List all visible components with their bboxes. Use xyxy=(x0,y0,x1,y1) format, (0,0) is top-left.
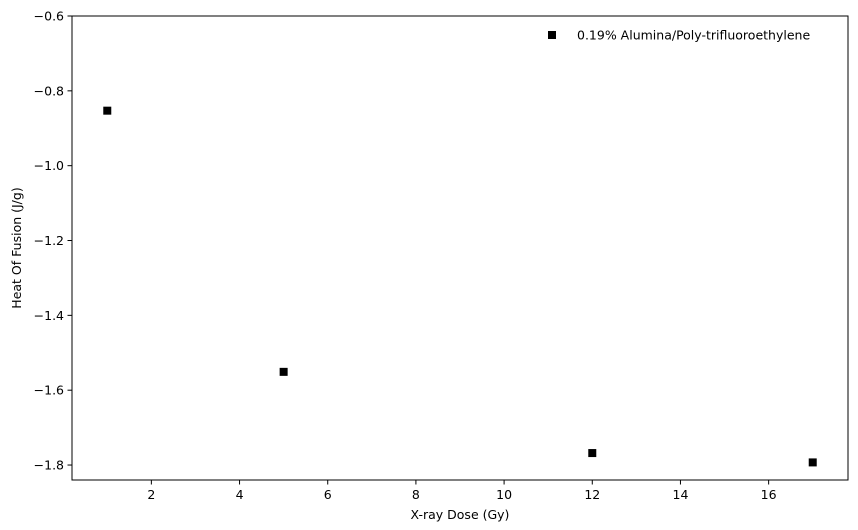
x-axis-ticks: 2 4 6 8 10 12 14 16 xyxy=(147,480,777,502)
plot-area: 2 4 6 8 10 12 14 16 −1.8 −1.6 −1.4 −1.2 −1.0 −0.8 −0.… xyxy=(34,9,849,502)
data-points xyxy=(103,106,817,467)
x-tick-label: 8 xyxy=(412,487,420,502)
data-point xyxy=(103,106,112,115)
y-tick-label: −1.4 xyxy=(34,308,64,323)
legend-marker xyxy=(548,31,556,39)
x-tick-label: 16 xyxy=(761,487,777,502)
y-axis-ticks: −1.8 −1.6 −1.4 −1.2 −1.0 −0.8 −0.6 xyxy=(34,9,72,473)
y-tick-label: −1.2 xyxy=(34,233,64,248)
y-tick-label: −0.8 xyxy=(34,83,64,98)
x-tick-label: 2 xyxy=(147,487,155,502)
legend: 0.19% Alumina/Poly-trifluoroethylene xyxy=(548,28,810,43)
x-tick-label: 12 xyxy=(584,487,600,502)
data-point xyxy=(279,367,288,376)
legend-entry-label: 0.19% Alumina/Poly-trifluoroethylene xyxy=(577,28,810,43)
y-tick-label: −0.6 xyxy=(34,9,64,24)
x-tick-label: 4 xyxy=(236,487,244,502)
y-tick-label: −1.0 xyxy=(34,158,64,173)
x-axis-label: X-ray Dose (Gy) xyxy=(411,507,510,522)
data-point xyxy=(588,449,597,458)
y-axis-label: Heat Of Fusion (J/g) xyxy=(9,187,24,308)
y-tick-label: −1.8 xyxy=(34,458,64,473)
x-tick-label: 14 xyxy=(673,487,689,502)
x-tick-label: 10 xyxy=(496,487,512,502)
plot-frame xyxy=(71,15,849,481)
x-tick-label: 6 xyxy=(324,487,332,502)
y-tick-label: −1.6 xyxy=(34,383,64,398)
data-point xyxy=(808,458,817,467)
